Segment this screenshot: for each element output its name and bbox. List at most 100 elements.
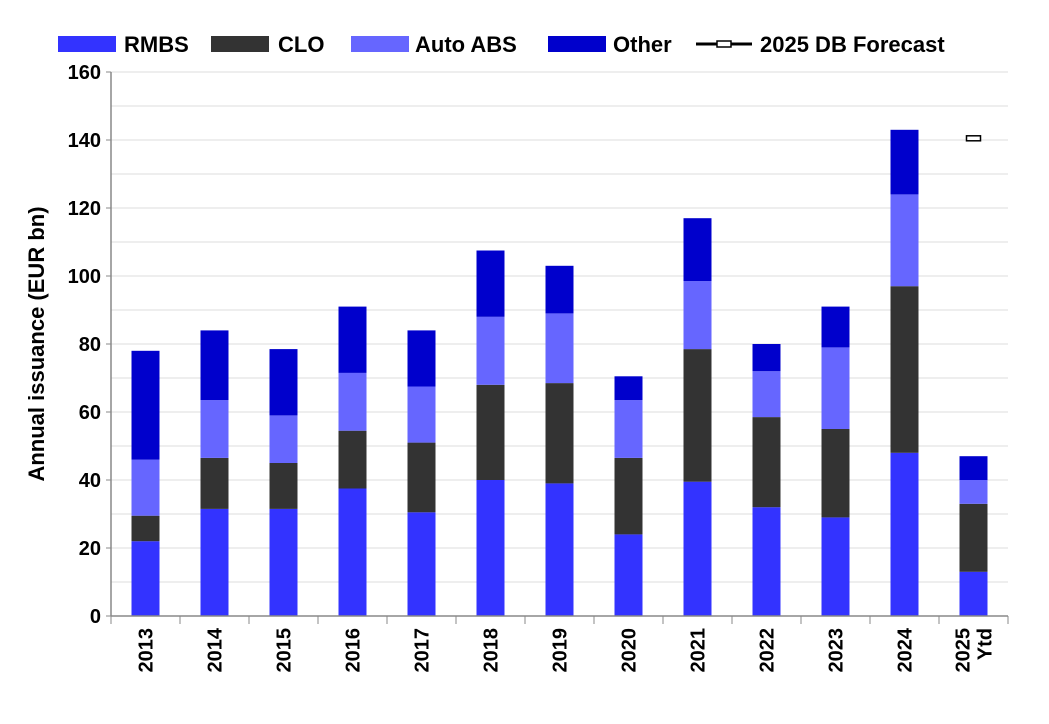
bar-clo-2023 <box>821 429 850 518</box>
y-tick-label-40: 40 <box>79 470 101 492</box>
bar-rmbs-2023 <box>821 517 850 616</box>
bar-other-2021 <box>683 218 712 282</box>
bar-other-2019 <box>545 265 574 314</box>
bar-auto-abs-2022 <box>752 371 781 418</box>
bar-auto-abs-2019 <box>545 313 574 384</box>
bar-other-2018 <box>476 250 505 317</box>
bar-auto-abs-2024 <box>890 194 919 287</box>
x-tick-label-line1: 2018 <box>481 628 503 673</box>
bar-auto-abs-2015 <box>269 415 298 463</box>
bar-clo-2019 <box>545 383 574 484</box>
legend-label-auto-abs: Auto ABS <box>415 32 517 57</box>
x-tick-label-line1: 2023 <box>826 628 848 673</box>
y-tick-label-120: 120 <box>68 198 101 220</box>
x-tick-label-2015: 2015 <box>274 628 296 673</box>
legend-label-forecast: 2025 DB Forecast <box>760 32 945 57</box>
bar-clo-2018 <box>476 384 505 480</box>
x-tick-label-2024: 2024 <box>895 627 917 672</box>
x-tick-label-2023: 2023 <box>826 628 848 673</box>
bar-clo-2022 <box>752 417 781 508</box>
bar-auto-abs-2018 <box>476 316 505 385</box>
bar-auto-abs-2023 <box>821 347 850 429</box>
bar-clo-2014 <box>200 457 229 509</box>
y-tick-label-20: 20 <box>79 538 101 560</box>
x-tick-label-2021: 2021 <box>688 628 710 673</box>
x-tick-label-2013: 2013 <box>136 628 158 673</box>
bar-rmbs-2015 <box>269 508 298 616</box>
x-tick-label-2020: 2020 <box>619 628 641 673</box>
bar-clo-2015 <box>269 463 298 509</box>
bar-clo-2024 <box>890 286 919 453</box>
x-tick-label-line1: 2017 <box>412 628 434 673</box>
x-tick-label-line1: 2021 <box>688 628 710 673</box>
x-tick-label-2014: 2014 <box>205 627 227 672</box>
bar-auto-abs-2021 <box>683 281 712 350</box>
bar-auto-abs-2017 <box>407 386 436 443</box>
bar-other-2022 <box>752 344 781 372</box>
x-tick-label-2016: 2016 <box>343 628 365 673</box>
bar-auto-abs-2020 <box>614 400 643 458</box>
bar-rmbs-2013 <box>131 541 160 616</box>
legend-swatch-forecast-marker <box>716 40 732 48</box>
x-tick-label-line1: 2014 <box>205 627 227 672</box>
bar-other-2020 <box>614 376 643 401</box>
bar-rmbs-2024 <box>890 452 919 616</box>
x-tick-label-line1: 2013 <box>136 628 158 673</box>
bar-auto-abs-2014 <box>200 400 229 458</box>
x-tick-label-2025-ytd: 2025 Ytd <box>953 628 997 673</box>
y-tick-label-100: 100 <box>68 266 101 288</box>
legend-swatch-clo <box>211 36 269 52</box>
bar-other-2025-ytd <box>959 456 988 480</box>
bar-other-2013 <box>131 350 160 460</box>
bar-clo-2020 <box>614 457 643 535</box>
bar-rmbs-2017 <box>407 512 436 616</box>
y-tick-label-80: 80 <box>79 334 101 356</box>
bars <box>131 129 988 616</box>
x-tick-label-line1: 2024 <box>895 627 917 672</box>
legend-swatch-auto-abs <box>351 36 409 52</box>
bar-clo-2016 <box>338 430 367 489</box>
x-tick-label-line1: 2022 <box>757 628 779 673</box>
y-axis-title: Annual issuance (EUR bn) <box>24 206 49 481</box>
bar-other-2015 <box>269 349 298 416</box>
y-tick-label-0: 0 <box>90 606 101 628</box>
x-tick-label-line2: Ytd <box>975 628 997 660</box>
forecast-marker <box>965 135 982 142</box>
bar-other-2016 <box>338 306 367 373</box>
y-tick-label-160: 160 <box>68 62 101 84</box>
bar-other-2024 <box>890 129 919 195</box>
x-tick-label-2018: 2018 <box>481 628 503 673</box>
x-tick-label-2017: 2017 <box>412 628 434 673</box>
legend-swatch-rmbs <box>58 36 116 52</box>
bar-auto-abs-2016 <box>338 372 367 431</box>
bar-other-2023 <box>821 306 850 348</box>
bar-other-2014 <box>200 330 229 401</box>
bar-other-2017 <box>407 330 436 387</box>
y-tick-label-60: 60 <box>79 402 101 424</box>
bar-auto-abs-2013 <box>131 459 160 516</box>
y-axis-ticks: 0 20 40 60 80 100 120 140 160 <box>68 62 111 628</box>
legend-label-clo: CLO <box>278 32 324 57</box>
x-tick-label-line1: 2025 <box>953 628 975 673</box>
x-tick-label-line1: 2016 <box>343 628 365 673</box>
legend-label-rmbs: RMBS <box>124 32 189 57</box>
bar-clo-2017 <box>407 442 436 513</box>
bar-rmbs-2025-ytd <box>959 571 988 616</box>
bar-rmbs-2019 <box>545 483 574 616</box>
bar-rmbs-2020 <box>614 534 643 616</box>
legend-swatch-other <box>548 36 606 52</box>
x-tick-label-line1: 2015 <box>274 628 296 673</box>
legend-label-other: Other <box>613 32 672 57</box>
bar-rmbs-2014 <box>200 508 229 616</box>
bar-rmbs-2016 <box>338 488 367 616</box>
y-tick-label-140: 140 <box>68 130 101 152</box>
x-axis-ticks: 2013 2014 2015 2016 2017 2018 2019 2020 2021 2022… <box>110 616 1009 673</box>
legend: RMBS CLO Auto ABS Other 2025 DB Forecast <box>58 32 945 57</box>
x-tick-label-2022: 2022 <box>757 628 779 673</box>
bar-rmbs-2018 <box>476 480 505 616</box>
bar-clo-2013 <box>131 515 160 542</box>
bar-rmbs-2022 <box>752 507 781 616</box>
x-tick-label-2019: 2019 <box>550 628 572 673</box>
bar-auto-abs-2025-ytd <box>959 480 988 504</box>
